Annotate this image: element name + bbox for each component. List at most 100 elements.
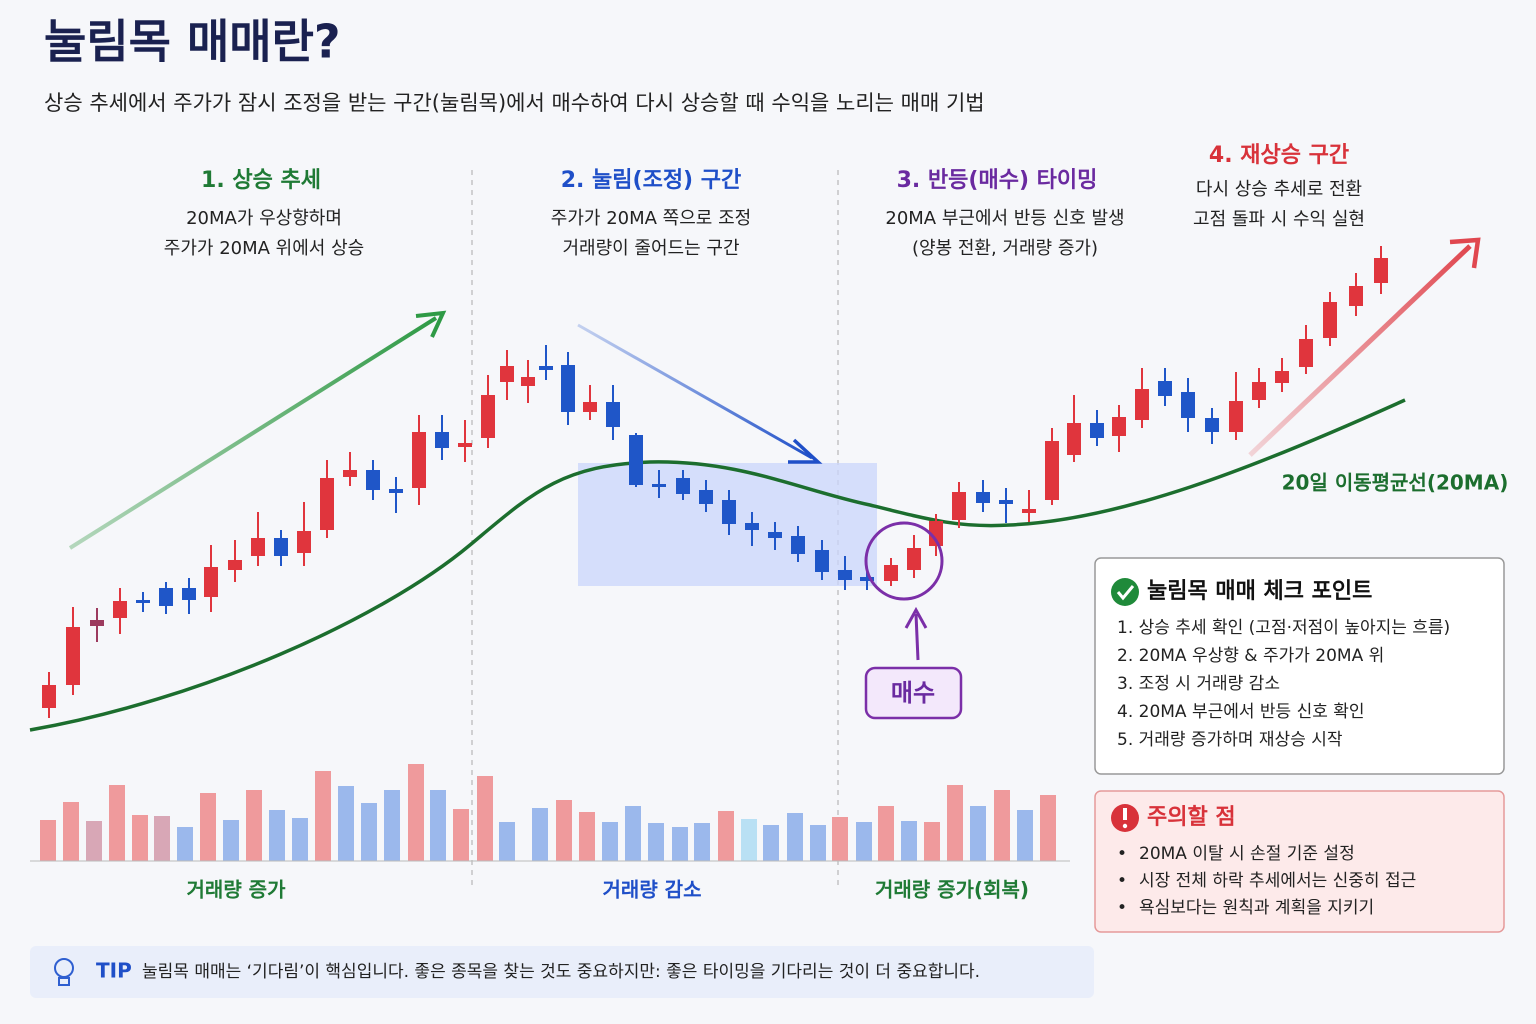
caution-panel: [1094, 790, 1505, 933]
buy-arrow: [914, 613, 920, 661]
candle-body: [699, 490, 713, 504]
volume-bar: [40, 820, 56, 861]
buy-circle: [864, 521, 944, 601]
volume-bar: [532, 808, 548, 861]
volume-bar: [338, 786, 354, 861]
caution-item: 20MA 이탈 시 손절 기준 설정: [1139, 844, 1355, 864]
volume-bar: [200, 793, 216, 861]
volume-bar: [154, 816, 170, 861]
tip-label: TIP: [96, 959, 132, 983]
phase-title: 4. 재상승 구간: [1209, 143, 1349, 168]
arrow-head: [788, 438, 823, 464]
volume-bar: [901, 821, 917, 861]
uptrend-arrow: [68, 316, 438, 550]
candle-body: [42, 685, 56, 708]
phase-title: 2. 눌림(조정) 구간: [561, 168, 742, 193]
candle-body: [1349, 286, 1363, 306]
candle-body: [274, 538, 288, 556]
ma-label: 20일 이동평균선(20MA): [1282, 471, 1509, 495]
candle-body: [907, 548, 921, 570]
title: 눌림목 매매란?: [44, 15, 341, 69]
bullet: •: [1117, 844, 1127, 864]
candle-body: [815, 550, 829, 572]
volume-bar: [970, 806, 986, 861]
volume-bar: [132, 815, 148, 861]
candle-body: [999, 500, 1013, 504]
volume-bar: [718, 811, 734, 861]
candle-body: [722, 500, 736, 524]
bulb-base: [58, 977, 70, 986]
bullet: •: [1117, 871, 1127, 891]
phase-text: 다시 상승 추세로 전환: [1196, 179, 1362, 200]
candle-body: [838, 570, 852, 580]
volume-bar: [408, 764, 424, 861]
phase-text: (양봉 전환, 거래량 증가): [912, 238, 1098, 259]
volume-bar: [694, 823, 710, 861]
candle-body: [629, 435, 643, 485]
tip-bar: [30, 946, 1094, 998]
candle-body: [1299, 339, 1313, 367]
volume-bar: [430, 790, 446, 861]
candle-body: [1229, 401, 1243, 432]
phase-text: 거래량이 줄어드는 구간: [562, 238, 739, 259]
volume-bar: [1040, 795, 1056, 861]
candle-body: [1135, 389, 1149, 420]
warning-dot: [1122, 823, 1128, 829]
pullback-zone: [578, 463, 877, 586]
volume-bar: [810, 825, 826, 861]
volume-bar: [453, 809, 469, 861]
phase-text: 주가가 20MA 쪽으로 조정: [551, 208, 751, 229]
candle-body: [768, 532, 782, 538]
candle-body: [791, 536, 805, 554]
volume-bar: [477, 776, 493, 861]
volume-bar: [856, 822, 872, 861]
candle-body: [297, 531, 311, 553]
candle-body: [1112, 417, 1126, 436]
volume-bar: [556, 800, 572, 861]
candle-body: [435, 432, 449, 448]
caution-item: 욕심보다는 원칙과 계획을 지키기: [1139, 898, 1374, 918]
volume-bar: [625, 806, 641, 861]
candle-body: [1045, 441, 1059, 500]
volume-bar: [1017, 810, 1033, 861]
candle-body: [389, 489, 403, 493]
candle-body: [1067, 423, 1081, 455]
candle-body: [884, 565, 898, 581]
pullback-arrow: [577, 323, 813, 460]
checklist-item: 5. 거래량 증가하며 재상승 시작: [1117, 730, 1343, 750]
candle-body: [228, 560, 242, 570]
volume-bar: [878, 806, 894, 861]
moving-average-line: [29, 398, 1406, 732]
candle-body: [1252, 382, 1266, 400]
checklist-title: 눌림목 매매 체크 포인트: [1147, 579, 1372, 604]
arrow-head: [904, 606, 928, 629]
candle-body: [159, 588, 173, 606]
arrow-head: [415, 310, 447, 338]
candlesticks: [42, 246, 1388, 718]
caution-item: 시장 전체 하락 추세에서는 신중히 접근: [1139, 871, 1416, 891]
candle-body: [66, 627, 80, 685]
phase-text: 고점 돌파 시 수익 실현: [1193, 209, 1365, 230]
volume-bar: [579, 812, 595, 861]
caution-title: 주의할 점: [1147, 805, 1236, 830]
bullet: •: [1117, 898, 1127, 918]
phase-text: 20MA 부근에서 반등 신호 발생: [885, 208, 1124, 229]
candle-body: [1275, 371, 1289, 383]
phase-text: 20MA가 우상향하며: [186, 208, 342, 229]
buy-badge: [864, 666, 963, 720]
volume-bar: [602, 822, 618, 861]
volume-bar: [63, 802, 79, 861]
subtitle: 상승 추세에서 주가가 잠시 조정을 받는 구간(눌림목)에서 매수하여 다시 …: [44, 91, 985, 115]
candle-body: [561, 365, 575, 412]
candle-body: [1181, 392, 1195, 418]
check-icon: [1111, 578, 1139, 606]
candle-body: [1022, 509, 1036, 513]
volume-bar: [741, 819, 757, 861]
volume-label: 거래량 증가(회복): [875, 878, 1029, 902]
candle-body: [412, 432, 426, 488]
volume-bar: [787, 813, 803, 861]
candle-body: [952, 492, 966, 520]
candle-body: [458, 443, 472, 447]
volume-bar: [86, 821, 102, 861]
